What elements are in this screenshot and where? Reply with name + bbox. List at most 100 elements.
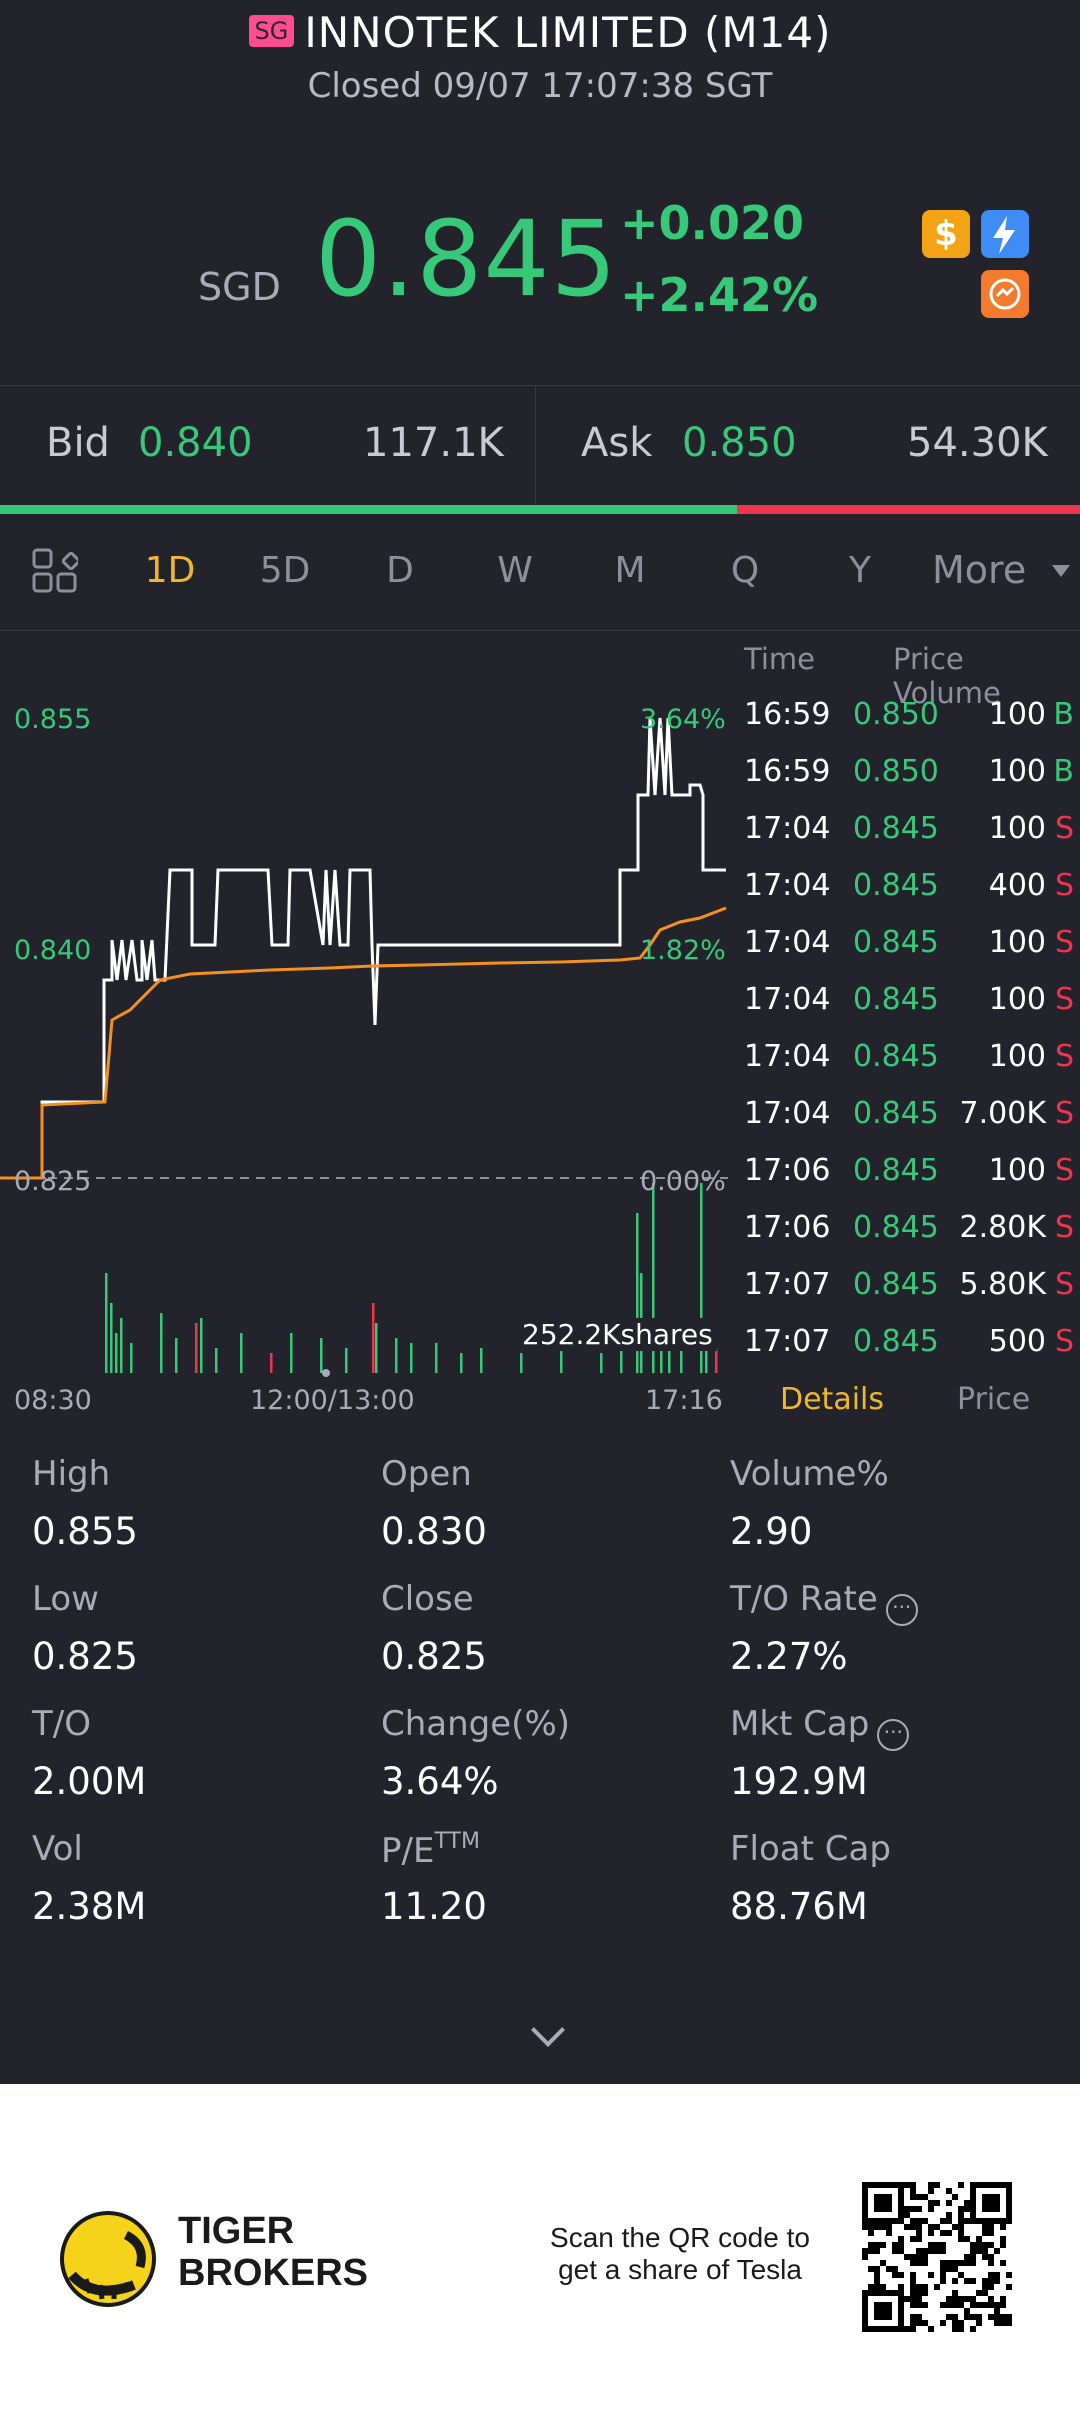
tick-time: 16:59 xyxy=(744,754,831,789)
tick-price: 0.845 xyxy=(853,868,939,903)
stat-floatcap-label: Float Cap xyxy=(730,1829,891,1869)
market-badge: SG xyxy=(248,15,295,47)
tick-side: S xyxy=(1054,1039,1074,1074)
stat-mktcap-label: Mkt Cap ··· xyxy=(730,1704,910,1751)
brand-line2: BROKERS xyxy=(178,2252,369,2294)
tiger-logo-icon xyxy=(60,2211,156,2307)
tick-price: 0.850 xyxy=(853,754,939,789)
expand-chevron-icon[interactable] xyxy=(531,2013,565,2047)
tick-time: 17:04 xyxy=(744,925,831,960)
time-mid-label: 12:00/13:00 xyxy=(250,1385,415,1416)
flash-icon[interactable] xyxy=(981,210,1029,258)
stat-torate-label: T/O Rate ··· xyxy=(730,1579,918,1626)
tick-time: 17:06 xyxy=(744,1210,831,1245)
tab-details[interactable]: Details xyxy=(780,1382,885,1417)
brand-line1: TIGER xyxy=(178,2210,295,2252)
tick-volume: 100 xyxy=(988,697,1046,732)
tab-5d[interactable]: 5D xyxy=(259,550,311,591)
ask-price[interactable]: 0.850 xyxy=(682,420,797,466)
stock-name: INNOTEK LIMITED (M14) xyxy=(304,8,832,57)
tick-side: B xyxy=(1053,754,1074,789)
stat-pe-text: P/E xyxy=(381,1831,435,1871)
tab-d[interactable]: D xyxy=(386,550,414,591)
stat-vol-label: Vol xyxy=(32,1829,83,1869)
tick-volume: 100 xyxy=(988,1153,1046,1188)
intraday-chart[interactable] xyxy=(0,640,730,1380)
tab-more[interactable]: More xyxy=(932,548,1027,592)
tick-price: 0.845 xyxy=(853,982,939,1017)
tick-time: 17:07 xyxy=(744,1324,831,1359)
tab-m[interactable]: M xyxy=(614,550,646,591)
stat-vol-value: 2.38M xyxy=(32,1885,147,1928)
qr-code-icon[interactable] xyxy=(862,2182,1012,2332)
stat-to-label: T/O xyxy=(32,1704,91,1744)
tick-volume: 500 xyxy=(988,1324,1046,1359)
swap-icon[interactable] xyxy=(981,270,1029,318)
volume-bars xyxy=(105,1183,718,1377)
y-high-label: 0.855 xyxy=(14,704,92,735)
y-low-label: 0.825 xyxy=(14,1166,92,1197)
tab-w[interactable]: W xyxy=(497,550,533,591)
bid-price[interactable]: 0.840 xyxy=(138,420,253,466)
grid-layout-icon[interactable] xyxy=(32,548,81,598)
info-icon[interactable]: ··· xyxy=(877,1719,910,1751)
tab-q[interactable]: Q xyxy=(730,550,760,591)
tick-time: 17:07 xyxy=(744,1267,831,1302)
tick-side: S xyxy=(1054,1096,1074,1131)
ticks-header-time: Time xyxy=(744,642,815,676)
qr-line1: Scan the QR code to xyxy=(550,2222,810,2253)
bid-size: 117.1K xyxy=(363,420,504,466)
brand-name: TIGER BROKERS xyxy=(178,2210,368,2294)
tick-time: 17:06 xyxy=(744,1153,831,1188)
tick-price: 0.845 xyxy=(853,1153,939,1188)
market-status: Closed 09/07 17:07:38 SGT xyxy=(307,66,773,106)
stat-torate-value: 2.27% xyxy=(730,1635,848,1678)
tabs-divider xyxy=(0,630,1080,631)
tick-row: 17:04 0.845 100 S xyxy=(744,1039,1074,1096)
tick-row: 17:06 0.845 2.80K S xyxy=(744,1210,1074,1267)
dollar-icon[interactable]: $ xyxy=(922,210,970,258)
stat-low-value: 0.825 xyxy=(32,1635,138,1678)
tick-price: 0.850 xyxy=(853,697,939,732)
tick-volume: 100 xyxy=(988,754,1046,789)
tick-time: 16:59 xyxy=(744,697,831,732)
tab-price[interactable]: Price xyxy=(957,1382,1031,1417)
tick-price: 0.845 xyxy=(853,1096,939,1131)
stat-volpct-label: Volume% xyxy=(730,1454,889,1494)
tick-volume: 100 xyxy=(988,1039,1046,1074)
ask-strength-bar xyxy=(737,505,1080,514)
chevron-down-icon[interactable] xyxy=(1052,565,1070,577)
bid-label: Bid xyxy=(46,420,110,466)
tick-row: 17:07 0.845 5.80K S xyxy=(744,1267,1074,1324)
tick-volume: 400 xyxy=(988,868,1046,903)
pct-high-label: 3.64% xyxy=(640,704,726,735)
tick-side: S xyxy=(1054,925,1074,960)
tab-1d[interactable]: 1D xyxy=(144,550,196,591)
ticks-header-price-volume: Price Volume xyxy=(893,642,1001,710)
y-mid-label: 0.840 xyxy=(14,935,92,966)
bid-strength-bar xyxy=(0,505,737,514)
tick-side: S xyxy=(1054,1153,1074,1188)
stat-mktcap-text: Mkt Cap xyxy=(730,1704,870,1744)
stat-close-label: Close xyxy=(381,1579,474,1619)
pct-low-label: 0.00% xyxy=(640,1166,726,1197)
time-start-label: 08:30 xyxy=(14,1385,92,1416)
tick-row: 17:04 0.845 7.00K S xyxy=(744,1096,1074,1153)
qr-line2: get a share of Tesla xyxy=(558,2254,802,2285)
ask-size: 54.30K xyxy=(907,420,1048,466)
stat-changepct-label: Change(%) xyxy=(381,1704,571,1744)
tick-time: 17:04 xyxy=(744,868,831,903)
stat-close-value: 0.825 xyxy=(381,1635,487,1678)
average-price-line xyxy=(0,906,727,1180)
stat-pe-sup: TTM xyxy=(434,1829,480,1854)
tick-side: S xyxy=(1054,982,1074,1017)
tick-side: B xyxy=(1053,697,1074,732)
tick-row: 16:59 0.850 100 B xyxy=(744,697,1074,754)
stat-torate-text: T/O Rate xyxy=(730,1579,878,1619)
tick-volume: 100 xyxy=(988,811,1046,846)
info-icon[interactable]: ··· xyxy=(885,1594,918,1626)
tick-volume: 2.80K xyxy=(959,1210,1046,1245)
tick-row: 16:59 0.850 100 B xyxy=(744,754,1074,811)
tick-time: 17:04 xyxy=(744,1039,831,1074)
tab-y[interactable]: Y xyxy=(849,550,871,591)
